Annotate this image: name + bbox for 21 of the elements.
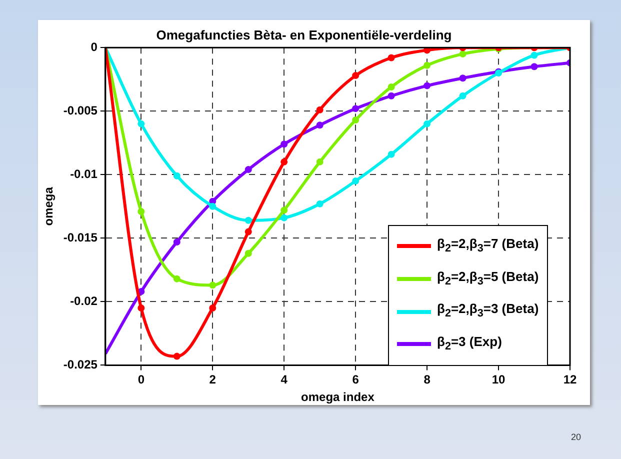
x-tick-label: 0 [138,372,145,387]
y-tick-label: 0 [90,40,98,54]
legend-label: β$_{2}$=2,β$_{3}$=5 (Beta) [437,268,539,290]
x-tick-label: 8 [424,372,431,387]
y-tick-label: -0.005 [63,103,98,118]
y-tick-label: -0.025 [63,358,98,372]
x-tick-label: 2 [209,372,216,387]
y-axis-title: omega [42,186,56,226]
x-tick-label: 4 [280,372,288,387]
legend-label: β$_{2}$=2,β$_{3}$=3 (Beta) [437,300,539,322]
chart-title: Omegafuncties Bèta- en Exponentiële-verdeling [156,27,452,42]
x-tick-label: 12 [563,372,577,387]
y-tick-label: -0.01 [70,166,98,181]
x-axis-title: omega index [301,390,375,404]
text: 20 [570,432,581,442]
x-tick-label: 6 [352,372,360,387]
legend-label: β$_{2}$=2,β$_{3}$=7 (Beta) [437,235,539,257]
y-tick-label: -0.02 [70,294,98,308]
y-tick-label: -0.015 [63,230,98,244]
x-tick-label: 10 [492,372,506,387]
legend-label: β$_{2}$=3 (Exp) [437,332,502,355]
